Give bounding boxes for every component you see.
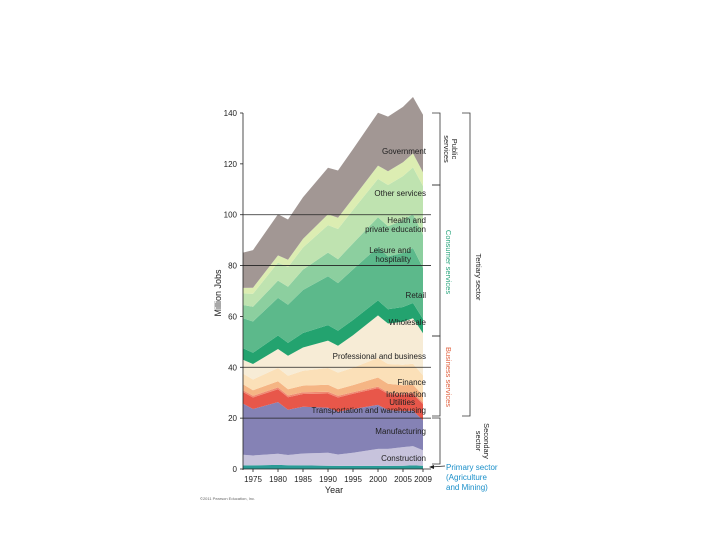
x-tick-label-1980: 1980 — [269, 475, 287, 484]
label-other-services: Other services — [374, 189, 426, 198]
series-labels: Government Other services Health and pri… — [312, 147, 427, 463]
credit-line: ©2011 Pearson Education, Inc. — [200, 496, 255, 501]
bracket-label-secondary-1: Secondary — [482, 423, 491, 459]
area-other-services — [243, 153, 423, 294]
x-tick-label-1990: 1990 — [319, 475, 337, 484]
x-tick-label-2009: 2009 — [414, 475, 432, 484]
sector-brackets — [432, 112, 471, 465]
y-tick-label-0: 0 — [233, 465, 238, 474]
y-tick-label-20: 20 — [228, 414, 237, 423]
primary-note-line3: and Mining) — [446, 483, 488, 492]
label-health-line2: private education — [365, 225, 426, 234]
y-tick-label-60: 60 — [228, 312, 237, 321]
bracket-label-public-2: services — [442, 135, 451, 163]
primary-note-line2: (Agriculture — [446, 473, 487, 482]
label-government: Government — [382, 147, 427, 156]
primary-note-line1: Primary sector — [446, 463, 498, 472]
y-ticks: 0 20 40 60 80 100 120 140 — [224, 109, 243, 474]
x-axis-title: Year — [325, 485, 343, 495]
area-series-group — [243, 97, 423, 469]
area-health-and-private-education — [243, 167, 423, 307]
y-tick-label-140: 140 — [224, 109, 238, 118]
label-finance: Finance — [398, 378, 427, 387]
x-tick-label-1995: 1995 — [344, 475, 362, 484]
label-transportation: Transportation and warehousing — [312, 406, 426, 415]
area-information — [243, 377, 423, 403]
bracket-consumer — [432, 184, 441, 337]
label-wholesale: Wholesale — [389, 318, 427, 327]
y-tick-label-120: 120 — [224, 160, 238, 169]
bracket-label-consumer: Consumer services — [444, 230, 453, 294]
y-tick-label-100: 100 — [224, 211, 238, 220]
area-leisure-and-hospitality — [243, 214, 423, 322]
x-tick-label-2005: 2005 — [394, 475, 412, 484]
gridlines — [243, 214, 431, 419]
y-tick-label-80: 80 — [228, 262, 237, 271]
area-wholesale — [243, 300, 423, 364]
label-utilities: Utilities — [389, 398, 415, 407]
bracket-label-public-1: Public — [450, 139, 459, 160]
y-tick-label-40: 40 — [228, 363, 237, 372]
area-primary-sector — [243, 464, 423, 469]
y-axis-title: Million Jobs — [213, 269, 223, 317]
axes — [242, 113, 431, 470]
label-manufacturing: Manufacturing — [375, 427, 426, 436]
bracket-secondary — [432, 417, 441, 465]
label-retail: Retail — [406, 291, 427, 300]
area-construction — [243, 446, 423, 466]
bracket-label-secondary-2: sector — [474, 431, 483, 452]
area-retail — [243, 247, 423, 353]
bracket-tertiary — [462, 112, 471, 417]
label-leisure-line2: hospitality — [375, 255, 411, 264]
bracket-label-tertiary: Tertiary sector — [474, 253, 483, 301]
area-utilities — [243, 386, 423, 405]
area-manufacturing — [243, 402, 423, 456]
x-tick-label-1985: 1985 — [294, 475, 312, 484]
x-tick-label-1975: 1975 — [244, 475, 262, 484]
label-leisure-line1: Leisure and — [369, 246, 411, 255]
x-tick-label-2000: 2000 — [369, 475, 387, 484]
label-professional: Professional and business — [333, 352, 426, 361]
label-information: Information — [386, 390, 426, 399]
primary-sector-annotation: Primary sector (Agriculture and Mining) — [429, 463, 498, 492]
area-government — [243, 97, 423, 288]
bracket-labels: Public services Consumer services Busine… — [442, 135, 491, 459]
label-health-line1: Health and — [387, 216, 426, 225]
primary-arrow-head — [429, 465, 434, 469]
x-ticks: 1975 1980 1985 1990 1995 2000 2005 2009 — [244, 469, 432, 484]
area-professional-and-business — [243, 315, 423, 380]
bracket-label-business: Business services — [444, 347, 453, 407]
bracket-public — [432, 112, 441, 186]
area-transportation-and-warehousing — [243, 388, 423, 421]
bracket-business — [432, 335, 441, 417]
label-construction: Construction — [381, 454, 426, 463]
